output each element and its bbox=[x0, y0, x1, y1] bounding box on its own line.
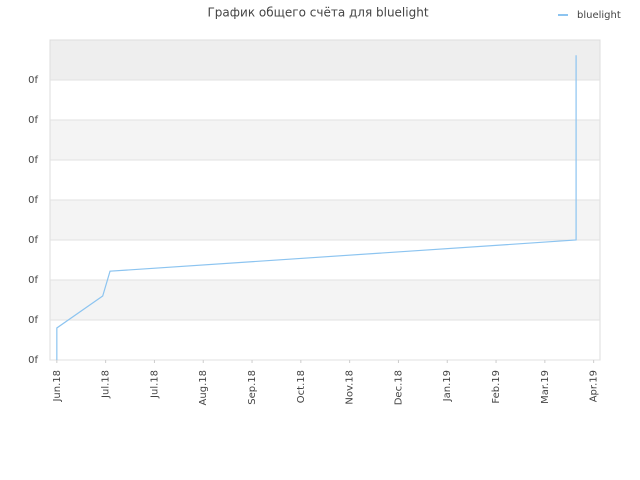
x-tick-label: Dec.18 bbox=[393, 370, 404, 405]
y-tick-label: 0f bbox=[28, 275, 38, 286]
legend-label: bluelight bbox=[577, 10, 621, 21]
y-tick-label: 0f bbox=[28, 355, 38, 366]
band bbox=[50, 280, 600, 320]
y-tick-label: 0f bbox=[28, 195, 38, 206]
x-tick-label: Aug.18 bbox=[198, 370, 209, 405]
x-tick-label: Sep.18 bbox=[247, 370, 258, 405]
x-tick-label: Jul.18 bbox=[149, 370, 160, 399]
band bbox=[50, 240, 600, 280]
y-tick-label: 0f bbox=[28, 75, 38, 86]
x-tick-label: Jan.19 bbox=[442, 370, 453, 402]
x-tick-label: Nov.18 bbox=[345, 370, 356, 405]
chart-title: График общего счёта для bluelight bbox=[207, 6, 428, 20]
y-tick-label: 0f bbox=[28, 155, 38, 166]
y-tick-label: 0f bbox=[28, 315, 38, 326]
band bbox=[50, 120, 600, 160]
band bbox=[50, 320, 600, 360]
y-tick-label: 0f bbox=[28, 115, 38, 126]
line-series bbox=[56, 55, 577, 360]
x-tick-label: Apr.19 bbox=[589, 370, 600, 402]
band bbox=[50, 160, 600, 200]
x-tick-label: Jul.18 bbox=[101, 370, 112, 399]
x-tick-label: Oct.18 bbox=[296, 370, 307, 403]
x-tick-label: Mar.19 bbox=[540, 370, 551, 404]
band bbox=[50, 40, 600, 80]
band bbox=[50, 200, 600, 240]
y-tick-label: 0f bbox=[28, 235, 38, 246]
x-tick-label: Jun.18 bbox=[52, 370, 63, 403]
x-tick-label: Feb.19 bbox=[491, 370, 502, 404]
band bbox=[50, 80, 600, 120]
